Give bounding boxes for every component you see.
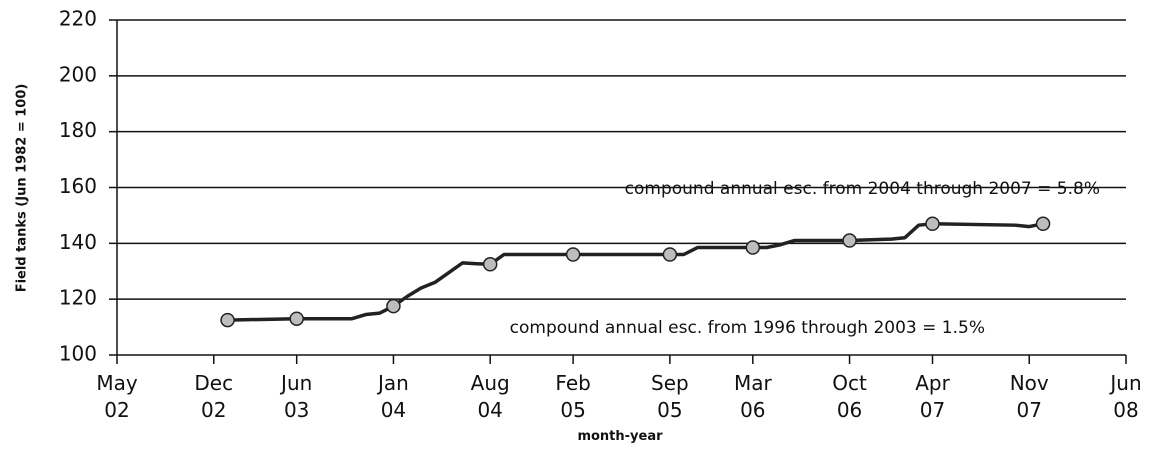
marker	[1035, 216, 1051, 232]
marker	[745, 240, 761, 255]
marker	[482, 257, 498, 272]
x-axis-label: month-year	[577, 429, 663, 444]
x-tick-label: Sep 05	[651, 371, 689, 422]
x-tick-label: Jun 03	[279, 371, 312, 422]
marker	[842, 233, 857, 248]
marker	[386, 298, 401, 314]
marker	[220, 312, 235, 328]
y-tick-label: 100	[59, 342, 97, 366]
y-tick-label: 220	[59, 7, 97, 31]
marker	[289, 311, 304, 326]
x-tick-label: Feb 05	[555, 371, 590, 422]
y-tick-label: 180	[59, 118, 97, 142]
x-tick-label: Jan 04	[376, 371, 409, 422]
annotation: compound annual esc. from 2004 through 2…	[625, 179, 1100, 199]
y-axis-label: Field tanks (Jun 1982 = 100)	[15, 84, 30, 293]
y-tick-label: 140	[59, 230, 97, 254]
x-tick-label: Dec 02	[194, 371, 233, 422]
y-tick-label: 200	[59, 62, 97, 86]
x-tick-label: Aug 04	[471, 371, 510, 422]
x-tick-label: May 02	[96, 371, 138, 422]
marker	[565, 247, 581, 262]
x-tick-label: Oct 06	[832, 371, 867, 422]
line	[227, 222, 1044, 322]
x-tick-label: Nov 07	[1010, 371, 1049, 422]
annotation: compound annual esc. from 1996 through 2…	[510, 318, 985, 338]
x-tick-label: Mar 06	[734, 371, 773, 422]
x-tick-label: Apr 07	[915, 371, 950, 422]
x-tick-label: Jun 08	[1108, 371, 1141, 422]
y-tick-label: 120	[59, 286, 97, 310]
marker	[925, 216, 940, 232]
marker	[662, 247, 678, 262]
y-tick-label: 160	[59, 174, 97, 198]
